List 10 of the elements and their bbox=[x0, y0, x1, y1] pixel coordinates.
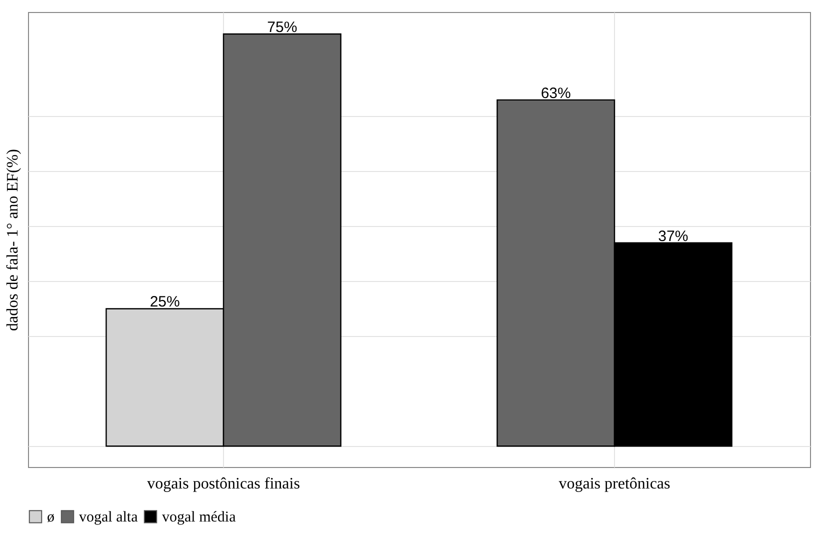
legend-label: vogal média bbox=[162, 510, 236, 526]
legend-label: vogal alta bbox=[79, 510, 138, 526]
x-tick-label: vogais postônicas finais bbox=[147, 476, 300, 492]
x-tick-label: vogais pretônicas bbox=[558, 476, 670, 492]
data-label: 37% bbox=[658, 228, 688, 245]
legend-label: ø bbox=[47, 510, 54, 526]
data-label: 63% bbox=[540, 84, 571, 102]
data-label: 75% bbox=[267, 18, 298, 36]
y-axis-title: dados de fala- 1° ano EF(%) bbox=[4, 149, 22, 331]
data-label: 25% bbox=[150, 294, 180, 311]
